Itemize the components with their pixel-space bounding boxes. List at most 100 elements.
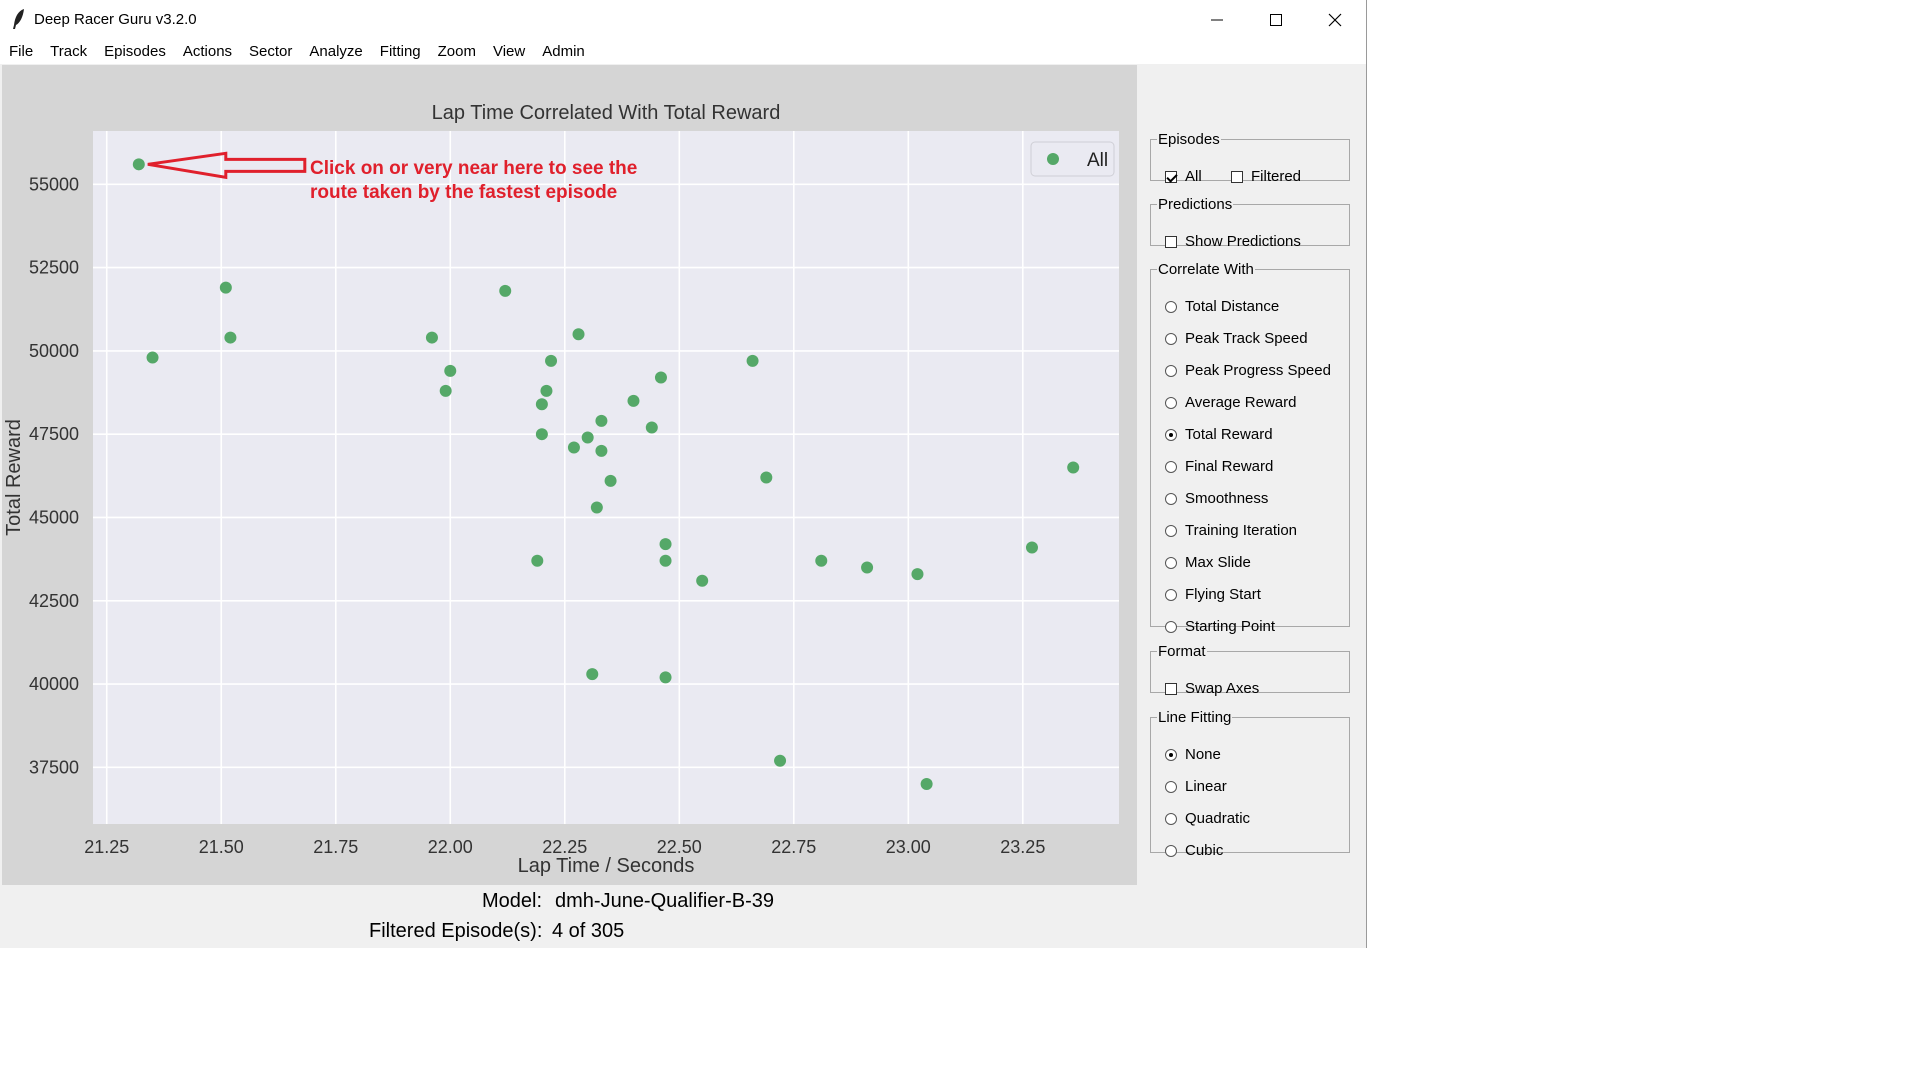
- data-point[interactable]: [444, 364, 457, 377]
- minimize-button[interactable]: [1188, 0, 1246, 40]
- show-predictions-checkbox[interactable]: Show Predictions: [1165, 233, 1301, 250]
- menu-view[interactable]: View: [492, 43, 526, 60]
- data-point[interactable]: [920, 778, 933, 791]
- data-point[interactable]: [132, 158, 145, 171]
- menu-analyze[interactable]: Analyze: [309, 43, 363, 60]
- correlate-total-reward-radio[interactable]: Total Reward: [1165, 426, 1273, 443]
- data-point[interactable]: [425, 331, 438, 344]
- data-point[interactable]: [439, 384, 452, 397]
- menu-file[interactable]: File: [9, 43, 34, 60]
- data-point[interactable]: [586, 668, 599, 681]
- correlate-flying-start-radio[interactable]: Flying Start: [1165, 586, 1261, 603]
- chart-title: Lap Time Correlated With Total Reward: [432, 102, 781, 124]
- data-point[interactable]: [590, 501, 603, 514]
- radio-icon: [1165, 460, 1177, 473]
- fitting-none-radio[interactable]: None: [1165, 746, 1221, 763]
- y-axis-label: Total Reward: [3, 419, 25, 536]
- menu-track[interactable]: Track: [50, 43, 88, 60]
- episodes-all-checkbox[interactable]: All: [1165, 168, 1202, 185]
- swap-axes-checkbox[interactable]: Swap Axes: [1165, 680, 1259, 697]
- correlate-average-reward-radio[interactable]: Average Reward: [1165, 394, 1296, 411]
- data-point[interactable]: [774, 754, 787, 767]
- data-point[interactable]: [581, 431, 594, 444]
- fitting-linear-radio[interactable]: Linear: [1165, 778, 1227, 795]
- model-value: dmh-June-Qualifier-B-39: [555, 890, 774, 912]
- correlate-total-distance-radio[interactable]: Total Distance: [1165, 298, 1279, 315]
- radio-icon: [1165, 620, 1177, 633]
- data-point[interactable]: [659, 554, 672, 567]
- x-axis-label: Lap Time / Seconds: [518, 855, 695, 877]
- minimize-icon: [1211, 19, 1223, 21]
- data-point[interactable]: [659, 538, 672, 551]
- data-point[interactable]: [224, 331, 237, 344]
- format-group-label: Format: [1158, 643, 1206, 660]
- legend-box: [1030, 141, 1115, 177]
- correlate-peak-track-speed-radio[interactable]: Peak Track Speed: [1165, 330, 1308, 347]
- data-point[interactable]: [567, 441, 580, 454]
- episodes-filtered-checkbox[interactable]: Filtered: [1231, 168, 1301, 185]
- menu-fitting[interactable]: Fitting: [379, 43, 421, 60]
- data-point[interactable]: [219, 281, 232, 294]
- data-point[interactable]: [861, 561, 874, 574]
- menu-actions[interactable]: Actions: [182, 43, 233, 60]
- checkbox-icon: [1165, 682, 1177, 695]
- line-fitting-group-label: Line Fitting: [1158, 709, 1232, 726]
- data-point[interactable]: [595, 414, 608, 427]
- data-point[interactable]: [760, 471, 773, 484]
- radio-icon: [1165, 844, 1177, 857]
- predictions-group: Predictions Show Predictions: [1150, 196, 1350, 250]
- menu-episodes[interactable]: Episodes: [104, 43, 166, 60]
- menu-zoom[interactable]: Zoom: [437, 43, 476, 60]
- feather-icon: [13, 9, 24, 29]
- maximize-button[interactable]: [1247, 0, 1305, 40]
- data-point[interactable]: [535, 428, 548, 441]
- data-point[interactable]: [654, 371, 667, 384]
- radio-icon: [1165, 748, 1177, 761]
- menu-admin[interactable]: Admin: [542, 43, 585, 60]
- data-point[interactable]: [545, 354, 558, 367]
- correlate-with-group-label: Correlate With: [1158, 261, 1254, 278]
- correlate-peak-progress-speed-radio[interactable]: Peak Progress Speed: [1165, 362, 1331, 379]
- data-point[interactable]: [911, 568, 924, 581]
- x-tick-label: 22.25: [542, 837, 587, 857]
- show-predictions-label: Show Predictions: [1185, 233, 1301, 250]
- data-point[interactable]: [146, 351, 159, 364]
- data-point[interactable]: [535, 398, 548, 411]
- correlate-training-iteration-radio[interactable]: Training Iteration: [1165, 522, 1297, 539]
- x-tick-label: 22.50: [657, 837, 702, 857]
- correlate-max-slide-radio[interactable]: Max Slide: [1165, 554, 1251, 571]
- annotation-arrow: [147, 151, 307, 180]
- fitting-quadratic-radio[interactable]: Quadratic: [1165, 810, 1250, 827]
- fitting-option-label: Linear: [1185, 778, 1227, 795]
- x-tick-label: 23.00: [886, 837, 931, 857]
- data-point[interactable]: [531, 554, 544, 567]
- data-point[interactable]: [696, 574, 709, 587]
- correlate-starting-point-radio[interactable]: Starting Point: [1165, 618, 1275, 635]
- data-point[interactable]: [540, 384, 553, 397]
- correlate-option-label: Average Reward: [1185, 394, 1297, 411]
- data-point[interactable]: [1025, 541, 1038, 554]
- fitting-option-label: None: [1185, 746, 1221, 763]
- scatter-chart[interactable]: 21.25 21.50 21.75 22.00 22.25 22.50 22.75 23.00…: [2, 65, 1137, 885]
- correlate-final-reward-radio[interactable]: Final Reward: [1165, 458, 1273, 475]
- data-point[interactable]: [1067, 461, 1080, 474]
- close-button[interactable]: [1306, 0, 1364, 40]
- menu-sector[interactable]: Sector: [249, 43, 293, 60]
- y-tick-label: 45000: [29, 507, 79, 527]
- correlate-option-label: Peak Track Speed: [1185, 330, 1308, 347]
- data-point[interactable]: [645, 421, 658, 434]
- radio-icon: [1165, 492, 1177, 505]
- fitting-cubic-radio[interactable]: Cubic: [1165, 842, 1223, 859]
- data-point[interactable]: [572, 328, 585, 341]
- data-point[interactable]: [659, 671, 672, 684]
- data-point[interactable]: [746, 354, 759, 367]
- data-point[interactable]: [815, 554, 828, 567]
- data-point[interactable]: [595, 444, 608, 457]
- y-tick-label: 42500: [29, 591, 79, 611]
- data-point[interactable]: [627, 394, 640, 407]
- model-label: Model:: [482, 890, 543, 912]
- correlate-smoothness-radio[interactable]: Smoothness: [1165, 490, 1268, 507]
- correlate-option-label: Max Slide: [1185, 554, 1251, 571]
- data-point[interactable]: [604, 474, 617, 487]
- data-point[interactable]: [499, 284, 512, 297]
